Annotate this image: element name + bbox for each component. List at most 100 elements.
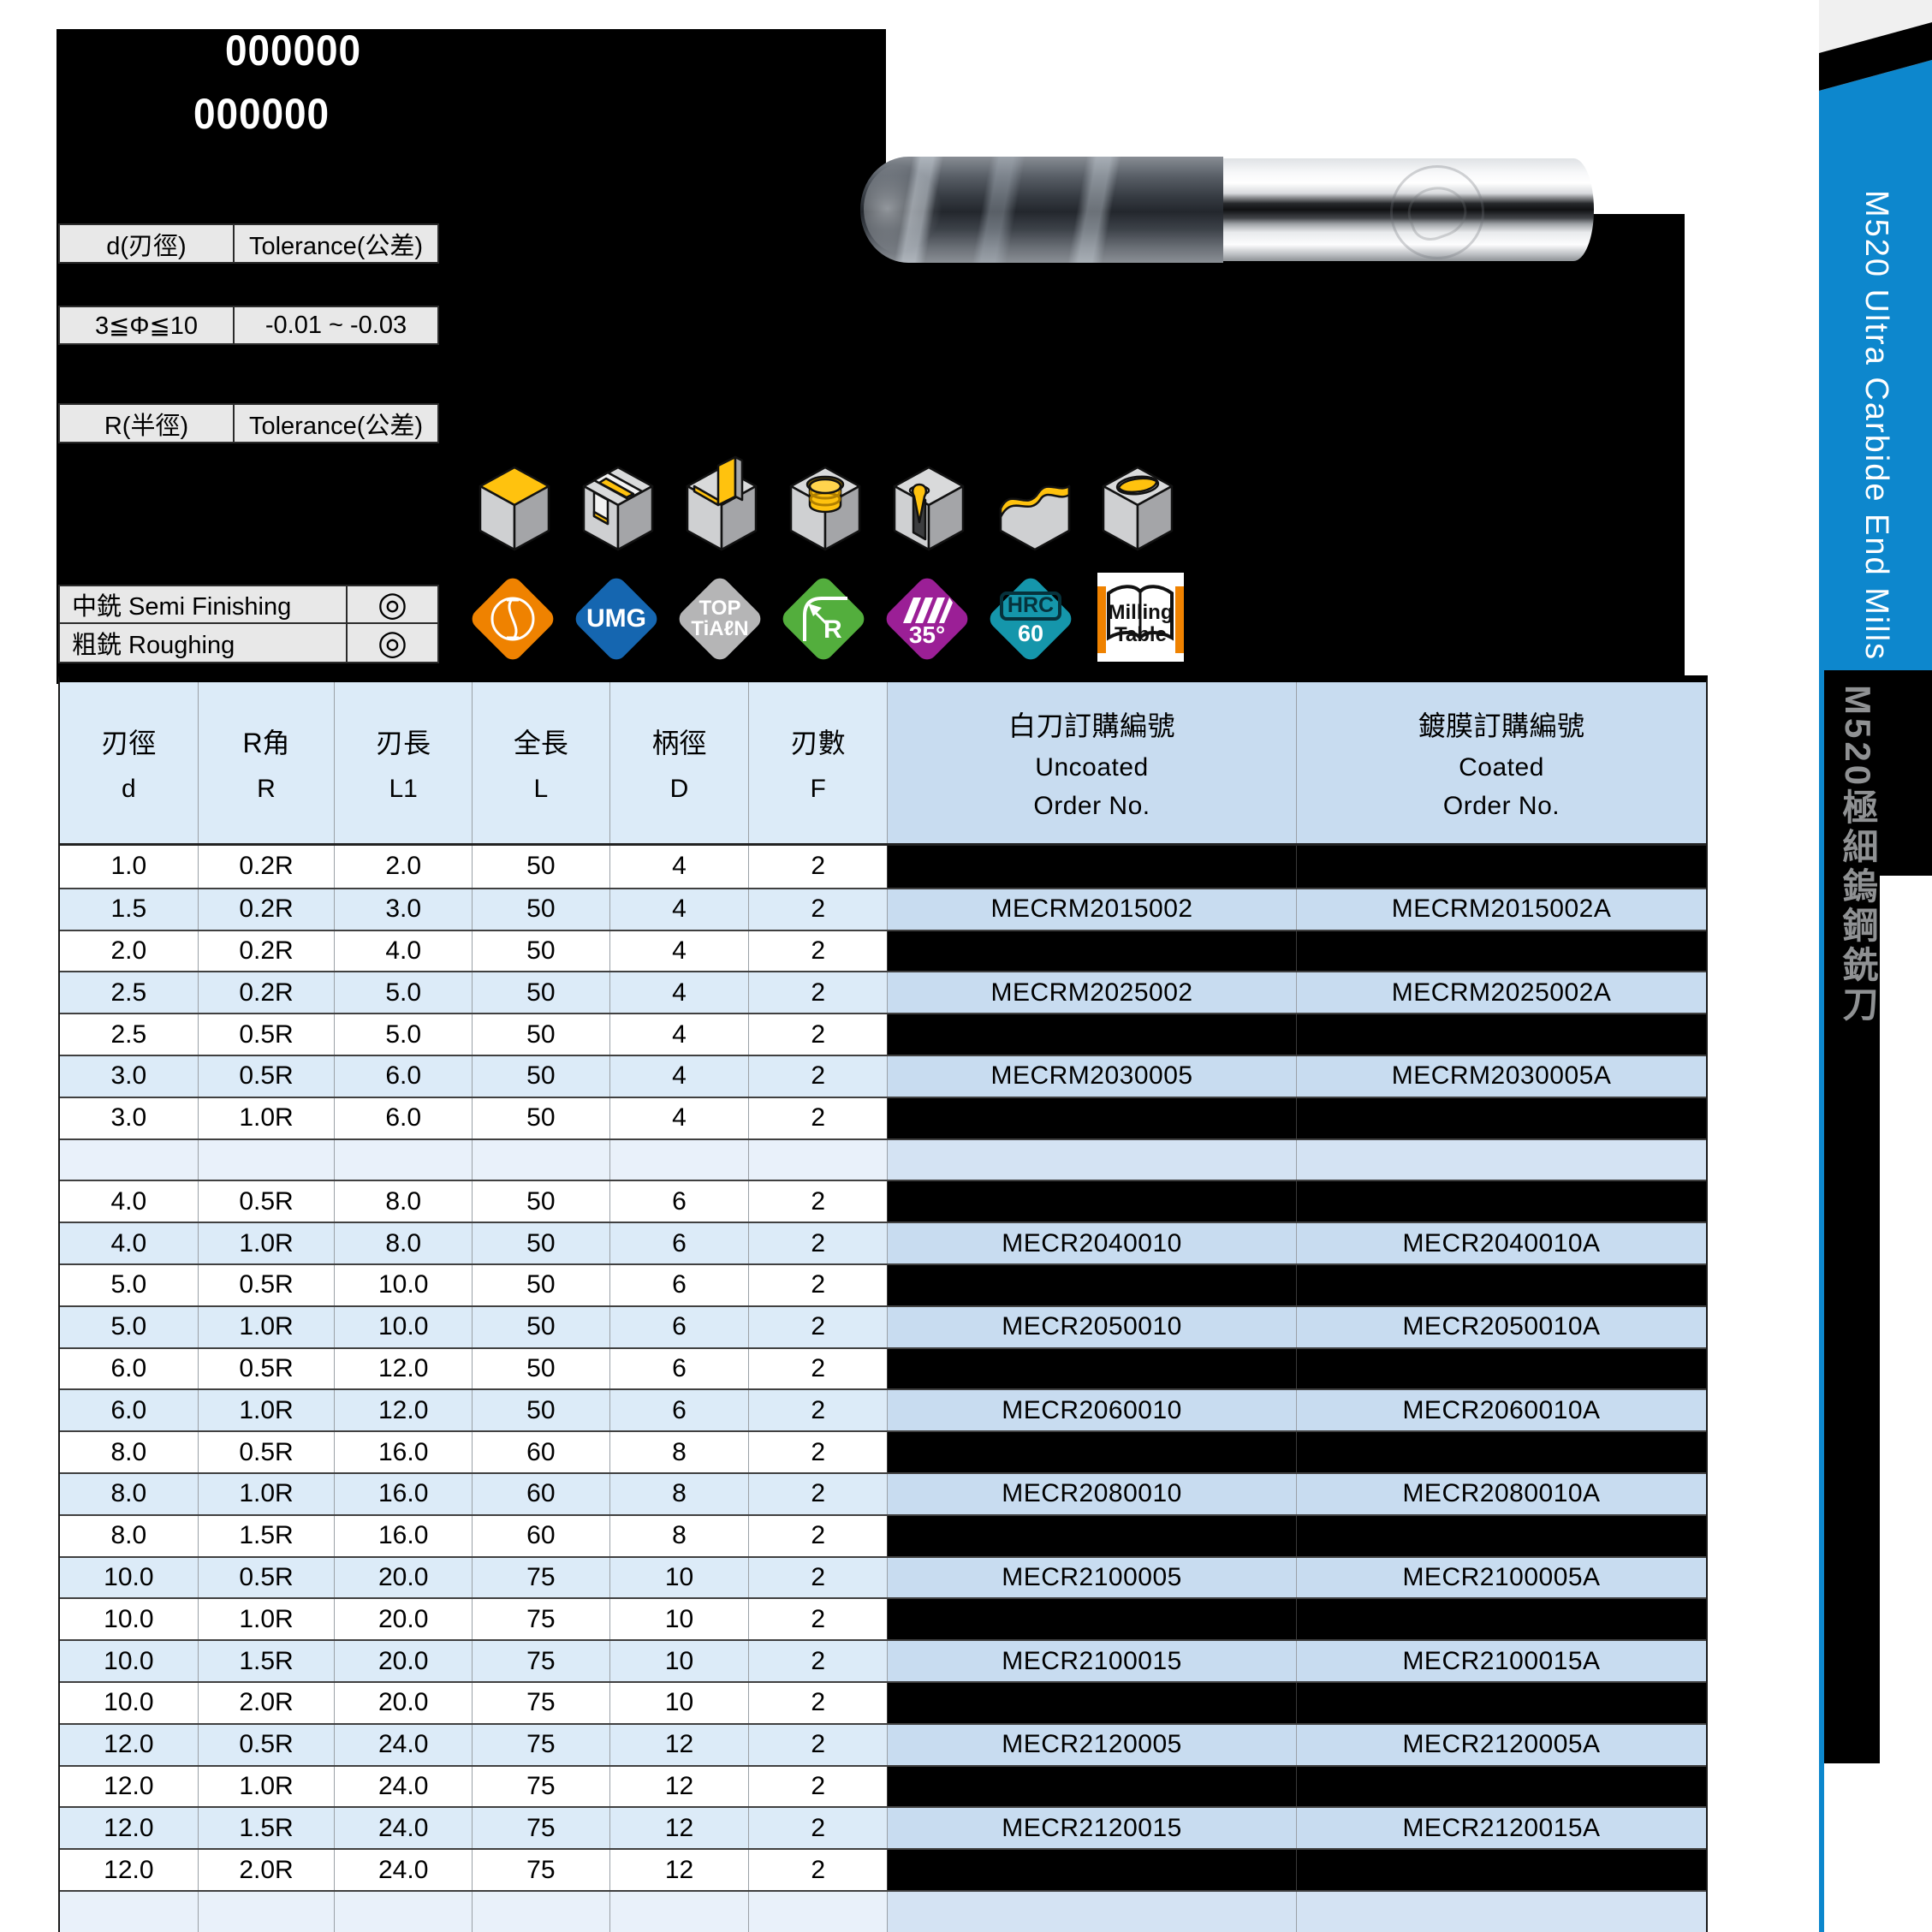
cell-f: 2: [748, 1306, 888, 1347]
table-row: 2.5 0.5R 5.0 50 4 2: [60, 1013, 1707, 1055]
cell-f: 2: [748, 1014, 888, 1055]
cell-l: 50: [472, 930, 609, 972]
cell-l1: 16.0: [334, 1515, 473, 1556]
d-tolerance-value-row: 3≦Φ≦10 -0.01 ~ -0.03: [58, 306, 439, 345]
milling-table-label-line2: Table: [1115, 623, 1167, 646]
cell-r: 0.5R: [197, 1724, 335, 1765]
cell-r: 2.0R: [197, 1682, 335, 1723]
helix-angle-label: 35°: [908, 621, 946, 648]
cell-coa: [1296, 1264, 1707, 1305]
cell-coa: [1296, 930, 1707, 972]
table-row: 2.0 0.2R 4.0 50 4 2: [60, 929, 1707, 972]
cell-f: 2: [748, 972, 888, 1014]
table-row: 4.0 0.5R 8.0 50 6 2: [60, 1180, 1707, 1222]
table-row: 3.0 0.5R 6.0 50 4 2 MECRM2030005 MECRM2030005A: [60, 1054, 1707, 1097]
table-row: 8.0 0.5R 16.0 60 8 2: [60, 1430, 1707, 1472]
cell-r: 1.5R: [197, 1515, 335, 1556]
cell-d: 1.5: [60, 889, 198, 930]
d-tolerance-header-row: d(刃徑) Tolerance(公差): [58, 223, 439, 264]
cell-unc: MECR2120015: [887, 1808, 1297, 1849]
table-row: 12.0 1.5R 24.0 75 12 2 MECR2120015 MECR2120015A: [60, 1806, 1707, 1849]
milling-table-label-line1: Milling: [1108, 601, 1174, 624]
cell-l: 50: [472, 1014, 609, 1055]
hrc-label: HRC: [999, 591, 1062, 621]
separator-cell: [197, 1139, 335, 1180]
cell-l: 50: [472, 846, 609, 888]
header-r: R角 R: [197, 682, 335, 843]
sidebar-blue-band: [1819, 60, 1932, 670]
cell-d: 3.0: [60, 1055, 198, 1097]
cell-l: 75: [472, 1682, 609, 1723]
order-table-body: 1.0 0.2R 2.0 50 4 2 1.5 0.2R 3.0 50 4 2 MECRM2015002…: [60, 846, 1707, 1932]
cell-f: 2: [748, 1348, 888, 1389]
cell-dia: 4: [609, 1055, 749, 1097]
cell-coa: MECRM2030005A: [1296, 1055, 1707, 1097]
cell-r: 1.5R: [197, 1641, 335, 1681]
cell-unc: [887, 1850, 1297, 1890]
cell-l: 75: [472, 1724, 609, 1765]
cell-f: 2: [748, 889, 888, 930]
cell-l1: 20.0: [334, 1682, 473, 1723]
cell-coa: [1296, 1599, 1707, 1640]
cell-l: 50: [472, 1055, 609, 1097]
cell-l1: 2.0: [334, 846, 473, 888]
cell-dia: 10: [609, 1599, 749, 1640]
cell-dia: 10: [609, 1682, 749, 1723]
cell-l1: 16.0: [334, 1473, 473, 1514]
cell-unc: MECR2100005: [887, 1557, 1297, 1598]
brand-watermark-logo: [1390, 165, 1484, 259]
cell-unc: [887, 1181, 1297, 1222]
top-tialn-badge: TOP TiAℓN: [675, 574, 765, 664]
table-row: 4.0 1.0R 8.0 50 6 2 MECR2040010 MECR2040010A: [60, 1222, 1707, 1263]
cell-r: 0.5R: [197, 1264, 335, 1305]
cell-f: 2: [748, 846, 888, 888]
table-row: 6.0 0.5R 12.0 50 6 2: [60, 1346, 1707, 1389]
cell-f: 2: [748, 1850, 888, 1890]
sidebar-black-block: [1824, 670, 1932, 876]
radius-letter: R: [823, 615, 842, 644]
coating-label-line2: TiAℓN: [691, 617, 749, 640]
table-row: 10.0 1.5R 20.0 75 10 2 MECR2100015 MECR2100015A: [60, 1639, 1707, 1681]
coating-label-line1: TOP: [698, 596, 741, 620]
cell-unc: MECRM2015002: [887, 889, 1297, 930]
app-label: 粗銑 Roughing: [58, 622, 348, 663]
table-separator-row: [60, 1138, 1707, 1180]
cell-dia: 12: [609, 1808, 749, 1849]
cell-l1: 20.0: [334, 1641, 473, 1681]
sidebar-blue-stripe: [1819, 670, 1824, 1932]
helix-flutes-icon: [903, 597, 953, 623]
separator-cell: [748, 1891, 888, 1932]
separator-cell: [609, 1139, 749, 1180]
cell-d: 10.0: [60, 1599, 198, 1640]
cell-d: 1.0: [60, 846, 198, 888]
cell-f: 2: [748, 1682, 888, 1723]
cell-unc: [887, 846, 1297, 888]
cell-unc: [887, 930, 1297, 972]
cell-coa: [1296, 1097, 1707, 1138]
cell-dia: 8: [609, 1473, 749, 1514]
cell-l: 60: [472, 1473, 609, 1514]
series-title-zh: M520極細鎢鋼銑刀: [1838, 685, 1878, 1025]
order-table: 刃徑 d R角 R 刃長 L1 全長 L 柄徑 D 刃數 F 白刀訂購編號 Uncoated…: [58, 675, 1708, 1932]
cell-coa: [1296, 1766, 1707, 1807]
cell-unc: [887, 1264, 1297, 1305]
cell-coa: MECR2080010A: [1296, 1473, 1707, 1514]
separator-cell: [197, 1891, 335, 1932]
cell-l: 75: [472, 1808, 609, 1849]
cell-r: 1.0R: [197, 1599, 335, 1640]
contour-milling-icon: [987, 452, 1083, 553]
cell-r: 1.0R: [197, 1766, 335, 1807]
drilling-icon: [881, 452, 977, 553]
cell-d: 10.0: [60, 1557, 198, 1598]
umg-badge: UMG: [571, 574, 662, 664]
table-row: 8.0 1.0R 16.0 60 8 2 MECR2080010 MECR2080010A: [60, 1471, 1707, 1514]
cell-d: 6.0: [60, 1348, 198, 1389]
cell-l1: 8.0: [334, 1181, 473, 1222]
side-milling-icon: [674, 452, 770, 553]
table-row: 12.0 1.0R 24.0 75 12 2: [60, 1764, 1707, 1807]
cell-f: 2: [748, 1515, 888, 1556]
corner-radius-badge: R: [778, 574, 869, 664]
cell-dia: 4: [609, 846, 749, 888]
d-range-cell: 3≦Φ≦10: [58, 306, 235, 345]
cell-unc: MECR2100015: [887, 1641, 1297, 1681]
